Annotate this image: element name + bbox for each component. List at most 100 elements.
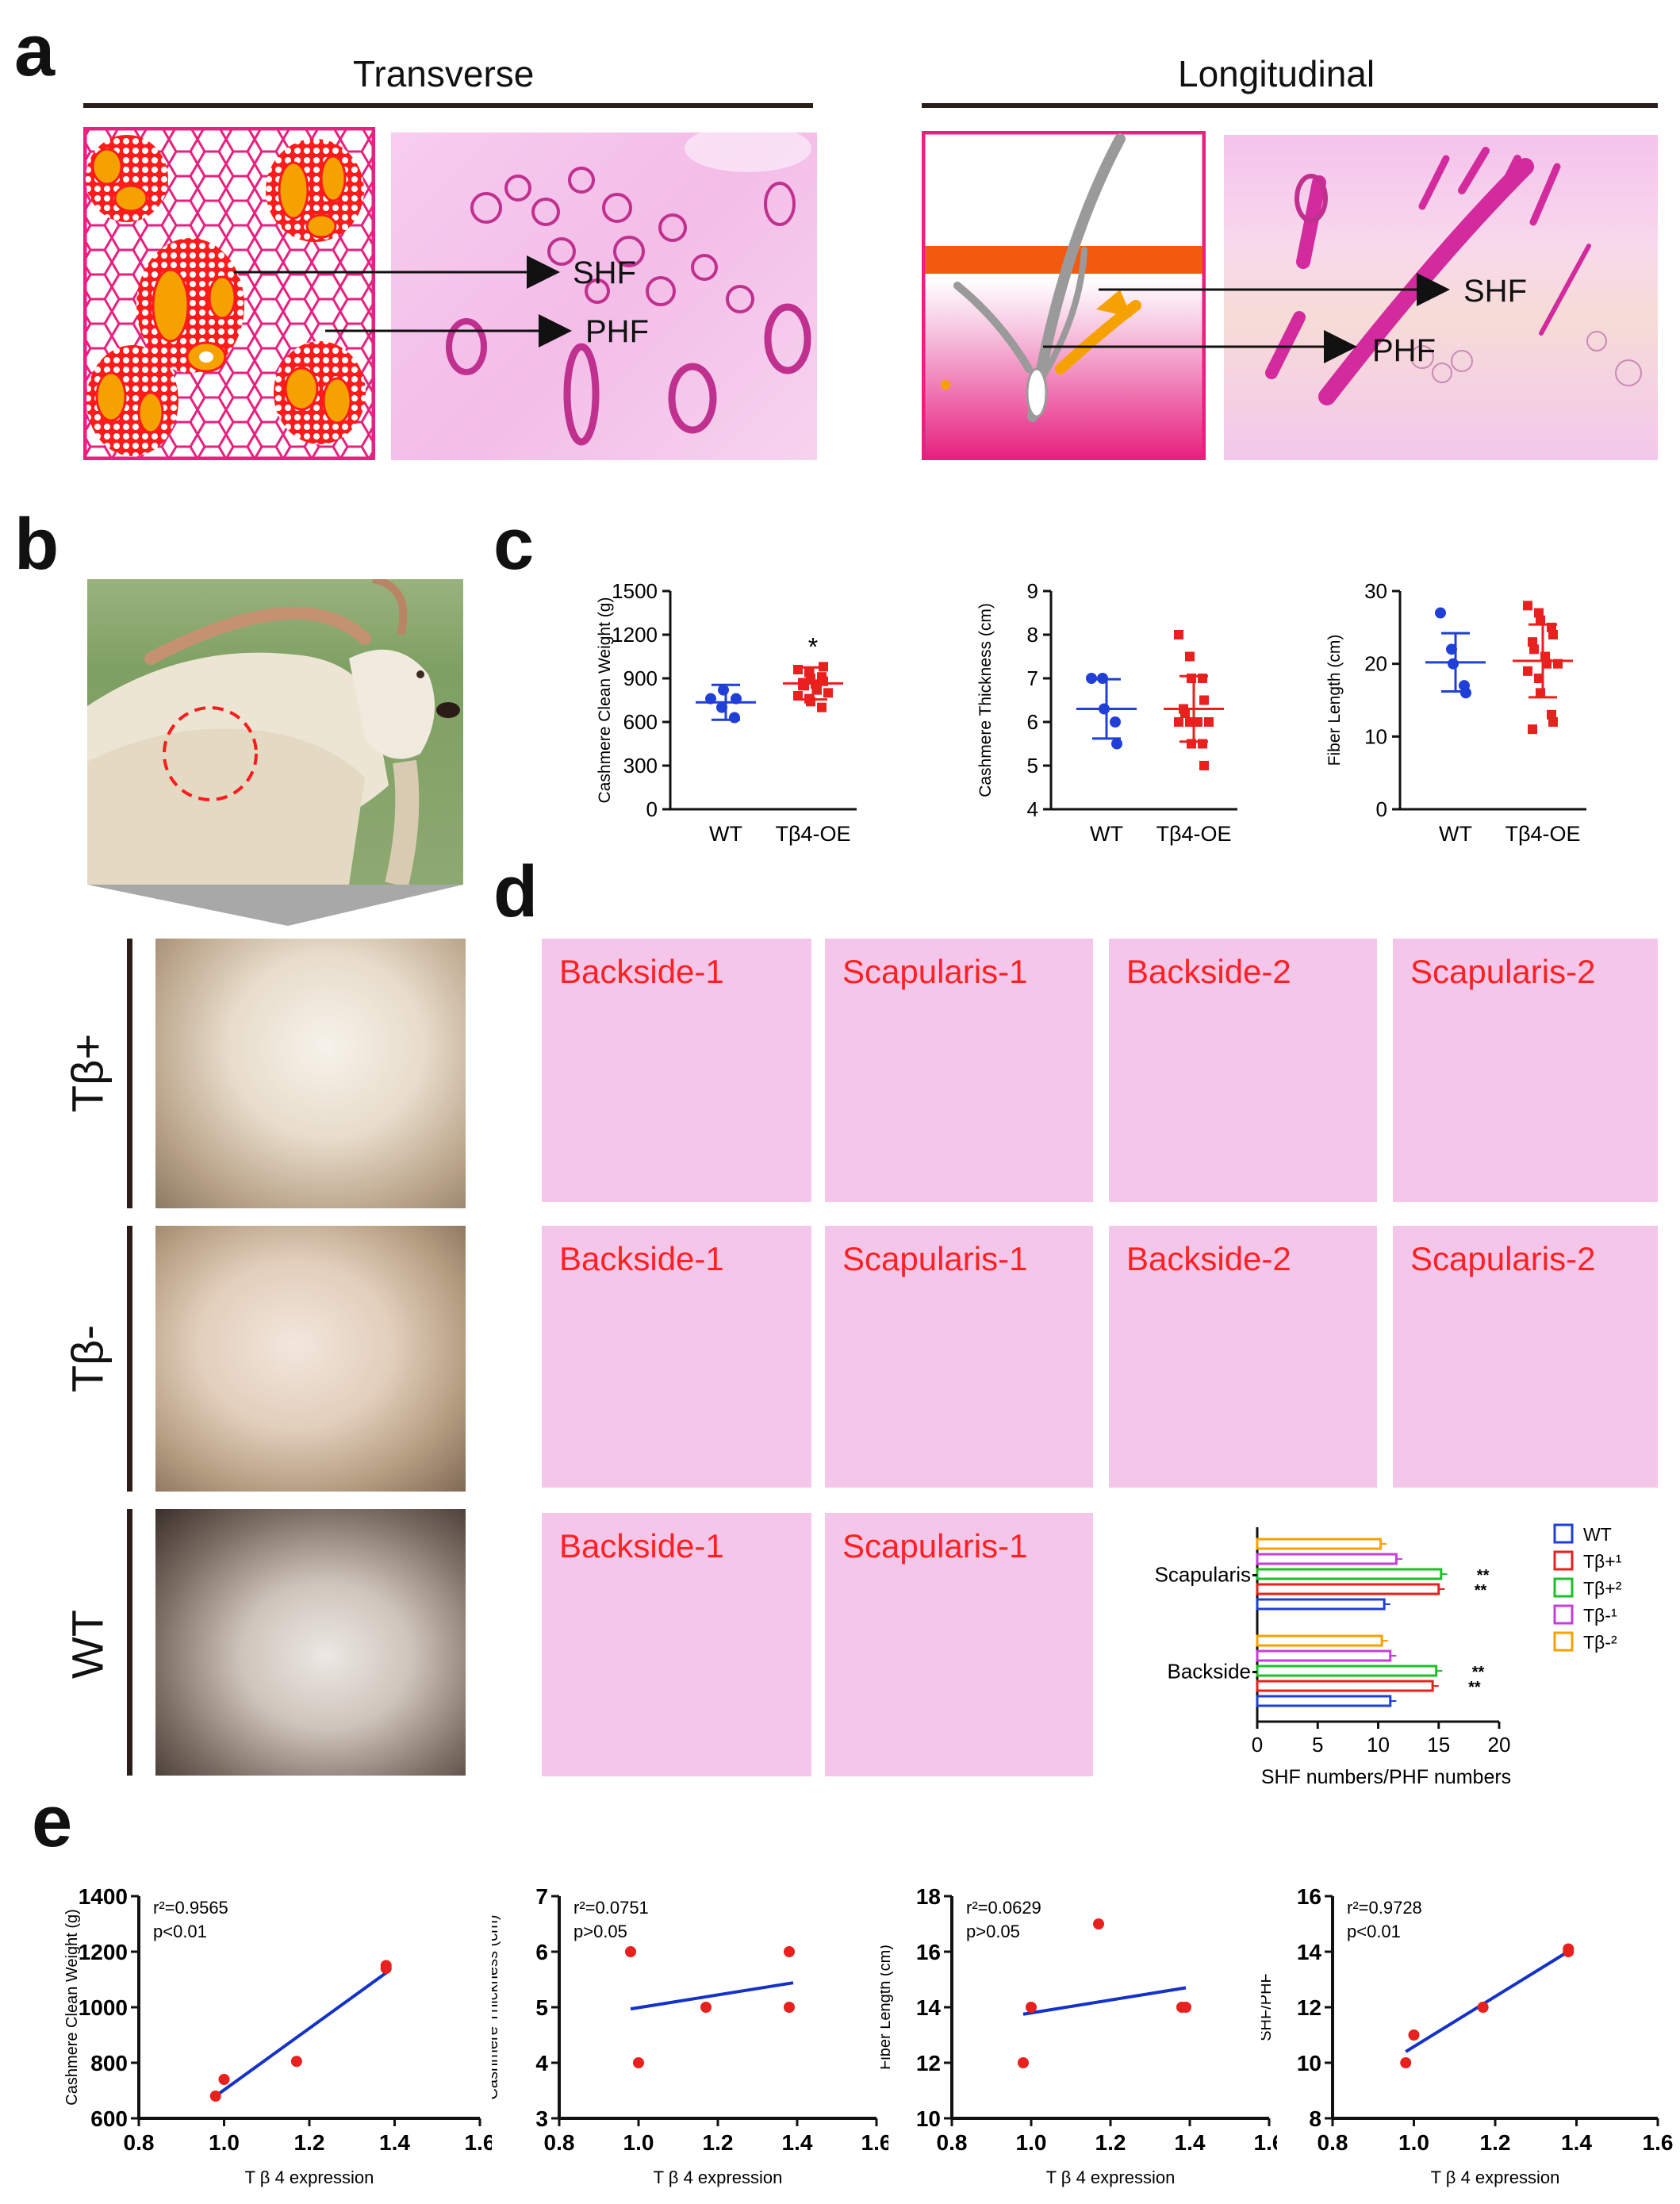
data-point bbox=[793, 691, 803, 701]
x-tick-label: 1.6 bbox=[861, 2130, 888, 2155]
r-squared-label: r²=0.9728 bbox=[1347, 1898, 1422, 1918]
panel-letter-a: a bbox=[14, 10, 56, 91]
y-tick-label: 7 bbox=[535, 1884, 548, 1909]
x-tick-label: 0.8 bbox=[124, 2130, 155, 2155]
x-tick-label: 5 bbox=[1312, 1733, 1323, 1757]
row-bar-tb-minus bbox=[127, 1226, 132, 1492]
r-squared-label: r²=0.0751 bbox=[573, 1898, 649, 1918]
y-tick-label: 600 bbox=[623, 710, 658, 734]
p-value-label: p>0.05 bbox=[966, 1922, 1020, 1941]
y-tick-label: 8 bbox=[1309, 2106, 1321, 2131]
y-tick-label: 1200 bbox=[79, 1940, 128, 1964]
y-tick-label: 14 bbox=[1297, 1940, 1322, 1964]
y-axis-label: SHF/PHF bbox=[1261, 1973, 1275, 2041]
r-squared-label: r²=0.9565 bbox=[153, 1898, 228, 1918]
data-point bbox=[209, 2091, 221, 2102]
x-tick-label: 15 bbox=[1427, 1733, 1450, 1757]
data-point bbox=[1435, 607, 1446, 619]
bar bbox=[1256, 1598, 1386, 1611]
panel-letter-e: e bbox=[32, 1781, 73, 1862]
data-point bbox=[1180, 2002, 1191, 2013]
data-point bbox=[817, 702, 827, 712]
histology-tb-minus-scapularis-1: Scapularis-1 bbox=[825, 1226, 1093, 1488]
data-point bbox=[1204, 717, 1214, 727]
longitudinal-arrows bbox=[1043, 273, 1450, 363]
histology-tb-plus-scapularis-2: Scapularis-2 bbox=[1393, 939, 1658, 1202]
legend-swatch bbox=[1553, 1631, 1574, 1652]
data-point bbox=[823, 688, 833, 698]
longitudinal-title: Longitudinal bbox=[1178, 53, 1375, 94]
x-axis-label: T β 4 expression bbox=[654, 2168, 783, 2187]
histology-tb-minus-backside-2: Backside-2 bbox=[1109, 1226, 1377, 1488]
data-point bbox=[1448, 658, 1459, 670]
data-point bbox=[1026, 2002, 1037, 2013]
y-tick-label: 5 bbox=[1027, 754, 1038, 778]
x-axis-label: T β 4 expression bbox=[1431, 2168, 1560, 2187]
p-value-label: p>0.05 bbox=[573, 1922, 627, 1941]
histology-label: Backside-2 bbox=[1126, 953, 1291, 990]
histology-wt-backside-1: Backside-1 bbox=[542, 1513, 811, 1776]
chart-fiber-length: 0 10 20 30 Fiber Length (cm) WT Tβ4-OE bbox=[1325, 579, 1586, 846]
data-point bbox=[1547, 709, 1556, 720]
data-point bbox=[1534, 674, 1544, 683]
bar bbox=[1256, 1649, 1392, 1662]
y-tick-label: 600 bbox=[90, 2106, 128, 2131]
data-point bbox=[1180, 708, 1190, 718]
data-point bbox=[1528, 724, 1537, 735]
histology-label: Scapularis-2 bbox=[1410, 1240, 1596, 1277]
x-tick-label: 10 bbox=[1367, 1733, 1390, 1757]
legend-label: Tβ-² bbox=[1583, 1632, 1617, 1653]
bar bbox=[1256, 1583, 1440, 1595]
y-tick-label: 8 bbox=[1027, 623, 1038, 647]
data-point bbox=[784, 1946, 795, 1957]
fleece-photo-tb-minus bbox=[155, 1226, 466, 1492]
data-point bbox=[1563, 1943, 1575, 1955]
data-point bbox=[1199, 761, 1209, 770]
x-tick-label: 1.2 bbox=[1480, 2130, 1511, 2155]
y-tick-label: 20 bbox=[1364, 652, 1387, 676]
y-tick-label: 18 bbox=[916, 1884, 941, 1909]
panel-letter-d: d bbox=[493, 851, 539, 932]
chart-e-ratio-vs-expression: 8 10 12 14 16 0.8 1.0 1.2 1.4 1.6 T β 4 expression… bbox=[1261, 1884, 1673, 2187]
data-point bbox=[625, 1946, 636, 1957]
fit-line bbox=[1022, 1986, 1187, 2016]
data-point bbox=[1093, 1918, 1104, 1929]
row-label-tb-plus: Tβ+ bbox=[62, 1033, 113, 1113]
row-bar-tb-plus bbox=[127, 939, 132, 1208]
bar bbox=[1256, 1634, 1383, 1647]
x-tick-label: WT bbox=[709, 822, 742, 846]
significance-mark: * bbox=[808, 632, 818, 661]
y-tick-label: 12 bbox=[1297, 1995, 1321, 2020]
x-tick-label: 0.8 bbox=[937, 2130, 968, 2155]
x-axis-label: SHF numbers/PHF numbers bbox=[1261, 1766, 1511, 1785]
legend-label: Tβ+² bbox=[1583, 1578, 1622, 1599]
data-point bbox=[1529, 644, 1539, 655]
legend-label: Tβ+¹ bbox=[1583, 1551, 1622, 1572]
y-axis-label: Fiber Length (cm) bbox=[1325, 635, 1344, 766]
fit-line bbox=[214, 1968, 392, 2098]
data-point bbox=[1523, 666, 1532, 676]
data-point bbox=[718, 684, 729, 696]
y-tick-label: 4 bbox=[535, 2051, 548, 2075]
panel-letter-c: c bbox=[493, 504, 535, 585]
x-tick-label: WT bbox=[1439, 822, 1472, 846]
bar bbox=[1256, 1680, 1434, 1692]
y-tick-label: 12 bbox=[916, 2051, 941, 2075]
data-point bbox=[1408, 2029, 1420, 2041]
significance-mark: ** bbox=[1475, 1582, 1487, 1599]
x-tick-label: 1.2 bbox=[294, 2130, 325, 2155]
y-tick-label: 10 bbox=[916, 2106, 941, 2131]
data-point bbox=[1018, 2057, 1029, 2068]
row-bar-wt bbox=[127, 1509, 132, 1776]
longitudinal-rule bbox=[922, 103, 1658, 108]
y-tick-label: 4 bbox=[1027, 797, 1038, 821]
data-point bbox=[1536, 615, 1545, 625]
y-tick-label: 0 bbox=[646, 797, 658, 821]
data-point bbox=[1400, 2057, 1412, 2068]
histology-label: Backside-1 bbox=[559, 953, 724, 990]
y-tick-label: 300 bbox=[623, 754, 658, 778]
data-point bbox=[1174, 630, 1183, 639]
y-tick-label: 1500 bbox=[612, 579, 658, 603]
legend-label: WT bbox=[1583, 1524, 1612, 1545]
